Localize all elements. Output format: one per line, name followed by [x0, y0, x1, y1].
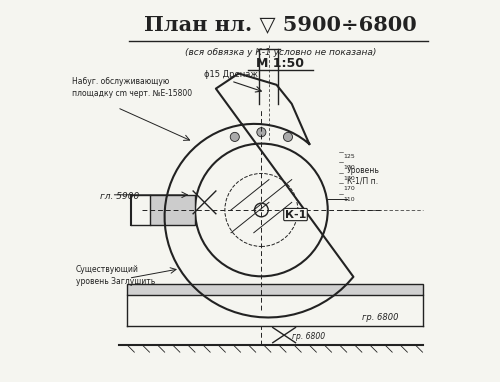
Circle shape	[257, 128, 266, 137]
Bar	[127, 284, 422, 295]
Bar	[150, 195, 195, 225]
Text: К-1: К-1	[285, 210, 306, 220]
Text: Уровень
К-1/П п.: Уровень К-1/П п.	[346, 166, 380, 186]
Text: гр. 6800: гр. 6800	[292, 332, 325, 341]
Circle shape	[230, 132, 239, 141]
Text: 170: 170	[343, 165, 354, 170]
Text: 170: 170	[343, 186, 354, 191]
Text: Набуг. обслуживающую
площадку сm черт. №Е-15800: Набуг. обслуживающую площадку сm черт. №…	[72, 78, 192, 98]
Circle shape	[284, 132, 292, 141]
Text: 110: 110	[343, 197, 354, 202]
Text: (вся обвязка у К-1 условно не показана): (вся обвязка у К-1 условно не показана)	[184, 48, 376, 57]
Text: План нл. ▽ 5900÷6800: План нл. ▽ 5900÷6800	[144, 14, 416, 34]
Text: ϕ15 Дренаж: ϕ15 Дренаж	[204, 70, 258, 79]
Text: 125: 125	[343, 154, 354, 159]
Text: Существующий
уровень Заглушить: Существующий уровень Заглушить	[76, 265, 155, 286]
Text: гр. 6800: гр. 6800	[362, 313, 399, 322]
Text: М 1:50: М 1:50	[256, 57, 304, 70]
Text: 170: 170	[343, 176, 354, 181]
Text: гл. 5900: гл. 5900	[100, 192, 140, 201]
